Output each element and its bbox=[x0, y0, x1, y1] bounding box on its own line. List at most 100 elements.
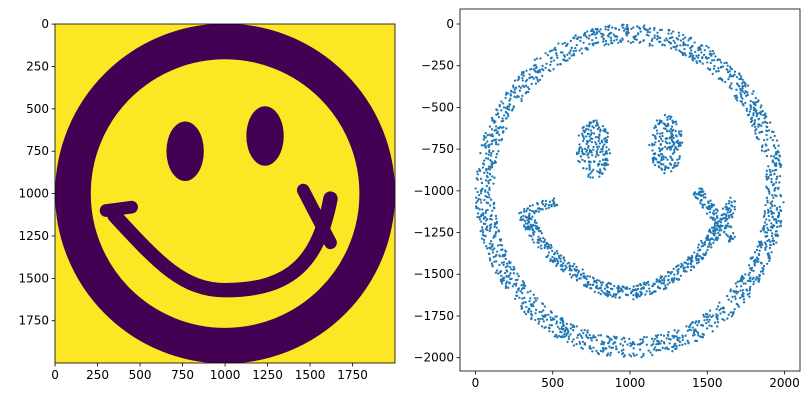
scatter-point bbox=[753, 262, 756, 265]
scatter-point bbox=[559, 62, 562, 66]
scatter-point bbox=[661, 139, 664, 143]
scatter-point bbox=[753, 102, 756, 105]
scatter-point bbox=[731, 313, 735, 316]
scatter-point bbox=[583, 160, 587, 163]
scatter-point bbox=[595, 284, 599, 287]
scatter-y-tick-label: −1000 bbox=[413, 184, 454, 198]
scatter-point bbox=[495, 138, 498, 141]
scatter-point bbox=[514, 86, 518, 89]
scatter-point bbox=[729, 311, 732, 314]
scatter-point bbox=[555, 264, 558, 268]
scatter-point bbox=[653, 143, 656, 146]
scatter-point bbox=[673, 343, 676, 346]
scatter-point bbox=[597, 126, 601, 129]
scatter-point bbox=[633, 354, 636, 357]
scatter-point bbox=[775, 208, 778, 211]
scatter-point bbox=[606, 135, 609, 139]
scatter-point bbox=[695, 196, 698, 200]
scatter-point bbox=[739, 87, 742, 91]
scatter-point bbox=[763, 120, 766, 123]
scatter-point bbox=[607, 290, 611, 294]
scatter-point bbox=[658, 28, 662, 32]
scatter-point bbox=[729, 196, 732, 199]
scatter-point bbox=[712, 241, 715, 244]
scatter-point bbox=[767, 253, 770, 256]
scatter-point bbox=[582, 272, 585, 275]
scatter-point bbox=[549, 258, 552, 261]
scatter-point bbox=[526, 86, 530, 89]
scatter-point bbox=[604, 158, 608, 162]
scatter-point bbox=[660, 28, 663, 32]
scatter-point bbox=[579, 36, 583, 39]
scatter-point bbox=[602, 153, 605, 156]
scatter-point bbox=[541, 199, 544, 203]
scatter-point bbox=[599, 130, 602, 133]
scatter-point bbox=[617, 286, 620, 290]
scatter-point bbox=[637, 284, 640, 287]
scatter-point bbox=[673, 163, 676, 167]
scatter-point bbox=[491, 248, 494, 251]
scatter-point bbox=[679, 274, 683, 277]
scatter-point bbox=[502, 261, 506, 264]
scatter-point bbox=[598, 134, 601, 137]
scatter-point bbox=[495, 253, 498, 257]
scatter-point bbox=[566, 340, 569, 344]
scatter-point bbox=[555, 204, 559, 207]
scatter-point bbox=[636, 343, 639, 346]
scatter-x-tick-label: 1000 bbox=[615, 376, 646, 390]
scatter-point bbox=[579, 155, 583, 158]
scatter-point bbox=[648, 290, 651, 293]
scatter-point bbox=[664, 124, 667, 127]
scatter-point bbox=[689, 259, 693, 262]
scatter-point bbox=[598, 30, 601, 33]
scatter-point bbox=[666, 118, 669, 121]
scatter-point bbox=[600, 35, 603, 38]
scatter-point bbox=[601, 158, 605, 162]
scatter-point bbox=[708, 68, 712, 71]
scatter-point bbox=[501, 102, 505, 105]
scatter-point bbox=[752, 269, 755, 272]
scatter-point bbox=[710, 315, 713, 319]
scatter-point bbox=[575, 325, 578, 328]
scatter-point bbox=[739, 289, 742, 292]
scatter-point bbox=[766, 239, 769, 243]
scatter-point bbox=[648, 143, 651, 147]
scatter-point bbox=[767, 165, 770, 168]
scatter-point bbox=[537, 246, 540, 249]
scatter-point bbox=[586, 283, 590, 286]
scatter-point bbox=[617, 41, 620, 44]
scatter-point bbox=[567, 335, 571, 338]
scatter-point bbox=[559, 335, 563, 339]
scatter-point bbox=[668, 281, 671, 284]
scatter-point bbox=[493, 223, 497, 226]
scatter-point bbox=[764, 203, 767, 207]
scatter-point bbox=[536, 202, 539, 205]
scatter-points bbox=[474, 23, 785, 359]
scatter-point bbox=[544, 52, 547, 55]
scatter-point bbox=[777, 211, 780, 214]
scatter-point bbox=[694, 329, 698, 332]
scatter-point bbox=[652, 159, 655, 163]
scatter-point bbox=[766, 125, 769, 129]
scatter-point bbox=[711, 237, 714, 241]
scatter-point bbox=[670, 146, 673, 149]
scatter-point bbox=[548, 200, 551, 203]
scatter-point bbox=[526, 227, 529, 231]
scatter-point bbox=[659, 121, 663, 124]
scatter-point bbox=[522, 210, 526, 213]
scatter-point bbox=[566, 327, 569, 330]
scatter-point bbox=[586, 30, 589, 33]
image-x-tick-label: 0 bbox=[51, 368, 59, 382]
scatter-point bbox=[501, 126, 504, 129]
scatter-point bbox=[575, 275, 578, 278]
scatter-point bbox=[688, 55, 691, 59]
scatter-point bbox=[582, 129, 585, 132]
scatter-point bbox=[733, 295, 737, 298]
scatter-point bbox=[518, 89, 522, 92]
scatter-point bbox=[648, 42, 651, 45]
scatter-point bbox=[559, 318, 562, 321]
scatter-point bbox=[677, 270, 680, 274]
scatter-point bbox=[656, 285, 660, 288]
scatter-point bbox=[666, 39, 669, 42]
